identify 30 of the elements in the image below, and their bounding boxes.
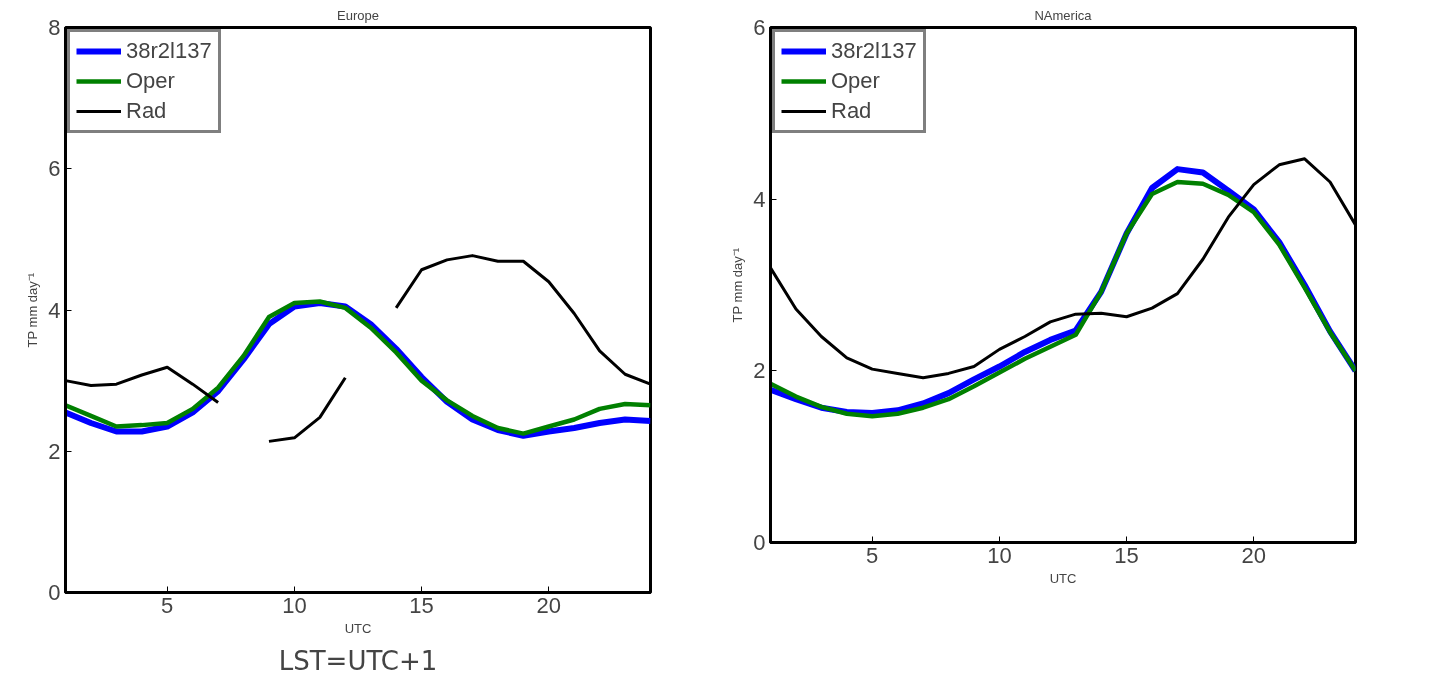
y-axis-title: TP mm day⁻¹	[730, 247, 746, 323]
chart-title: Europe	[337, 7, 379, 23]
x-axis-title: UTC	[344, 620, 372, 636]
x-axis-title: UTC	[1049, 570, 1077, 586]
legend-label: 38r2l137	[831, 38, 917, 64]
x-tick-label: 10	[282, 592, 307, 618]
chart-title: NAmerica	[1034, 7, 1093, 23]
x-tick-label: 10	[987, 542, 1012, 568]
y-tick-label: 0	[48, 580, 61, 605]
x-tick-label: 20	[536, 592, 562, 618]
legend-label: Oper	[831, 68, 880, 94]
y-tick-label: 0	[753, 530, 766, 555]
legend-label: Rad	[831, 98, 872, 124]
x-tick-label: 5	[866, 542, 879, 568]
legend-label: Oper	[126, 68, 175, 94]
y-tick-label: 6	[753, 15, 766, 40]
y-tick-label: 8	[48, 15, 61, 40]
y-tick-label: 4	[753, 186, 766, 212]
y-axis-title: TP mm day⁻¹	[25, 272, 41, 348]
legend-label: 38r2l137	[126, 38, 212, 64]
y-tick-label: 2	[753, 358, 766, 384]
text: LST=UTC+1	[278, 645, 438, 676]
x-tick-label: 5	[161, 592, 174, 618]
y-tick-label: 2	[48, 438, 61, 464]
y-tick-label: 6	[48, 156, 61, 182]
x-tick-label: 20	[1241, 542, 1267, 568]
legend-label: Rad	[126, 98, 167, 124]
x-tick-label: 15	[409, 592, 434, 618]
y-tick-label: 4	[48, 297, 61, 323]
x-tick-label: 15	[1114, 542, 1139, 568]
